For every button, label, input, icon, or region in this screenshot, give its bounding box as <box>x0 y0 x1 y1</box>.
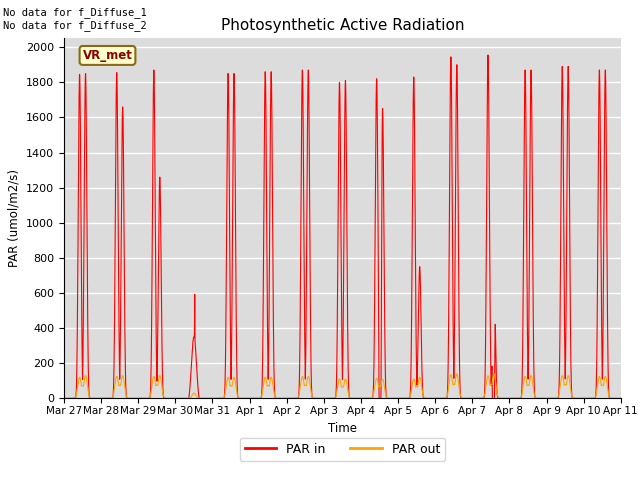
PAR in <box>499 396 507 401</box>
Line: PAR in: PAR in <box>64 55 621 398</box>
PAR out <box>467 396 475 401</box>
Legend: PAR in, PAR out: PAR in, PAR out <box>240 438 445 460</box>
PAR in <box>60 396 68 401</box>
PAR in <box>467 396 475 401</box>
PAR out <box>453 371 461 377</box>
Line: PAR out: PAR out <box>64 374 621 398</box>
PAR out <box>436 396 444 401</box>
Text: No data for f_Diffuse_1
No data for f_Diffuse_2: No data for f_Diffuse_1 No data for f_Di… <box>3 7 147 31</box>
PAR in <box>436 396 444 401</box>
PAR out <box>60 396 68 401</box>
PAR in <box>617 396 625 401</box>
PAR in <box>484 52 492 58</box>
PAR out <box>322 396 330 401</box>
X-axis label: Time: Time <box>328 421 357 434</box>
PAR out <box>616 396 624 401</box>
PAR in <box>160 396 168 401</box>
PAR out <box>160 394 168 400</box>
Text: VR_met: VR_met <box>83 49 132 62</box>
PAR out <box>617 396 625 401</box>
PAR in <box>616 396 624 401</box>
Y-axis label: PAR (umol/m2/s): PAR (umol/m2/s) <box>8 169 20 267</box>
Title: Photosynthetic Active Radiation: Photosynthetic Active Radiation <box>221 18 464 33</box>
PAR in <box>322 396 330 401</box>
PAR out <box>499 396 507 401</box>
